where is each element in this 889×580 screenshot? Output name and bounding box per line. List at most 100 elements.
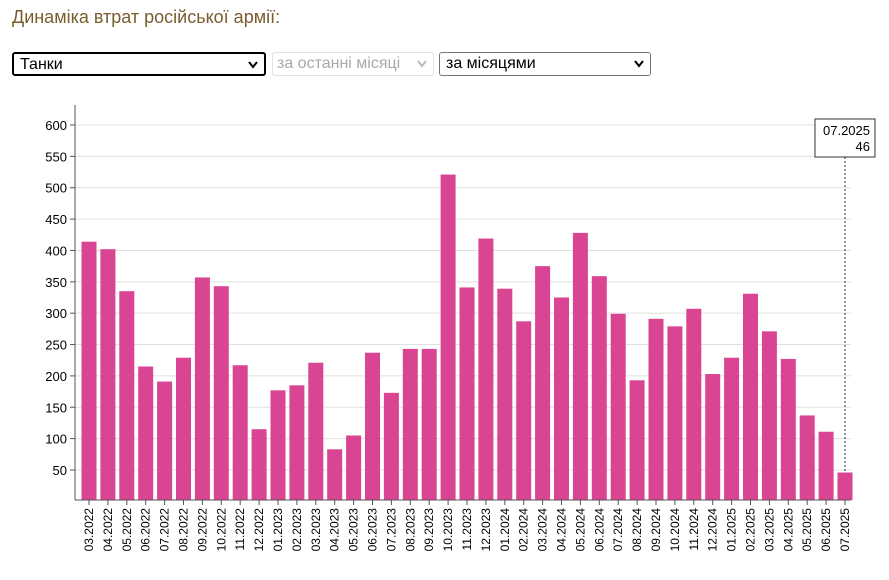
x-tick-label: 09.2023	[422, 508, 436, 552]
x-tick-label: 02.2024	[517, 508, 531, 552]
bar-02.2023	[289, 385, 305, 500]
chevron-down-icon	[417, 60, 427, 68]
bar-06.2022	[138, 366, 154, 500]
bar-03.2024	[535, 266, 551, 500]
x-tick-label: 06.2022	[139, 508, 153, 552]
x-tick-label: 12.2022	[252, 508, 266, 552]
chevron-down-icon	[248, 61, 258, 69]
bar-02.2025	[743, 293, 758, 500]
chevron-down-icon	[634, 60, 644, 68]
bar-11.2022	[232, 365, 248, 500]
x-tick-label: 08.2024	[630, 508, 644, 552]
bar-04.2024	[554, 297, 569, 500]
bar-09.2023	[421, 348, 437, 500]
bar-04.2022	[100, 249, 116, 500]
x-tick-label: 03.2023	[309, 508, 323, 552]
x-tick-label: 10.2023	[441, 508, 455, 552]
bar-12.2024	[705, 374, 721, 500]
x-tick-label: 02.2025	[744, 508, 758, 552]
y-tick-label: 350	[45, 275, 67, 290]
x-tick-label: 11.2022	[233, 508, 247, 551]
bar-10.2023	[440, 174, 456, 500]
bar-12.2023	[478, 238, 494, 500]
page-title: Динаміка втрат російської армії:	[12, 7, 281, 27]
x-tick-label: 08.2022	[177, 508, 191, 552]
y-tick-label: 400	[45, 243, 67, 258]
bar-01.2025	[724, 357, 740, 500]
y-tick-label: 200	[45, 369, 67, 384]
y-tick-label: 300	[45, 306, 67, 321]
bar-03.2022	[81, 241, 97, 500]
y-tick-label: 600	[45, 118, 67, 133]
x-tick-label: 07.2023	[384, 508, 398, 552]
x-tick-label: 11.2023	[460, 508, 474, 551]
equipment-type-value: Танки	[20, 56, 63, 73]
x-tick-label: 04.2025	[781, 508, 795, 552]
bar-01.2024	[497, 288, 513, 500]
bar-06.2023	[365, 352, 380, 500]
x-tick-label: 04.2023	[328, 508, 342, 552]
x-tick-label: 11.2024	[687, 508, 701, 551]
x-tick-label: 04.2024	[555, 508, 569, 552]
x-tick-label: 03.2025	[762, 508, 776, 552]
period-select: за останні місяці	[272, 52, 434, 76]
grouping-value: за місяцями	[446, 55, 536, 72]
y-tick-label: 500	[45, 181, 67, 196]
bar-05.2025	[799, 415, 815, 500]
y-axis: 50 100 150 200 250 300 350 400 450 500 550 600	[45, 105, 76, 500]
bar-07.2023	[383, 392, 399, 500]
x-tick-label: 07.2024	[611, 508, 625, 552]
bar-08.2023	[402, 348, 418, 500]
bar-09.2024	[648, 318, 664, 500]
bar-03.2023	[308, 362, 324, 500]
x-tick-label: 09.2024	[649, 508, 663, 552]
tooltip-value: 46	[856, 139, 870, 154]
y-tick-label: 100	[45, 432, 67, 447]
bar-04.2023	[327, 449, 343, 500]
bar-06.2024	[591, 276, 607, 500]
x-tick-label: 06.2023	[366, 508, 380, 552]
period-value: за останні місяці	[277, 55, 401, 72]
bar-07.2022	[157, 381, 173, 500]
y-tick-label: 50	[53, 463, 67, 478]
y-tick-label: 250	[45, 338, 67, 353]
y-tick-label: 150	[45, 400, 67, 415]
x-tick-label: 10.2024	[668, 508, 682, 552]
bar-05.2023	[346, 435, 362, 500]
x-tick-label: 05.2022	[120, 508, 134, 552]
bar-11.2024	[686, 308, 702, 500]
bar-01.2023	[270, 390, 286, 500]
bar-04.2025	[780, 358, 796, 500]
x-tick-label: 01.2025	[725, 508, 739, 552]
bar-12.2022	[251, 429, 267, 500]
bar-10.2024	[667, 326, 683, 500]
x-tick-label: 07.2025	[838, 508, 852, 552]
grouping-select[interactable]: за місяцями	[439, 52, 651, 76]
bar-05.2024	[572, 232, 588, 500]
x-tick-label: 01.2023	[271, 508, 285, 552]
x-tick-label: 06.2024	[592, 508, 606, 552]
x-tick-label: 12.2023	[479, 508, 493, 552]
x-tick-label: 01.2024	[498, 508, 512, 552]
bar-05.2022	[119, 291, 135, 500]
x-tick-label: 06.2025	[819, 508, 833, 552]
equipment-type-select[interactable]: Танки	[12, 52, 266, 76]
x-tick-label: 02.2023	[290, 508, 304, 552]
x-tick-label: 05.2023	[347, 508, 361, 552]
bar-06.2025	[818, 431, 834, 500]
y-tick-label: 550	[45, 149, 67, 164]
x-tick-label: 10.2022	[214, 508, 228, 552]
bar-02.2024	[516, 321, 532, 500]
x-tick-label: 12.2024	[706, 508, 720, 552]
x-tick-label: 08.2023	[403, 508, 417, 552]
y-tick-label: 450	[45, 212, 67, 227]
tooltip-box	[814, 118, 876, 158]
tooltip-label: 07.2025	[823, 123, 870, 138]
bar-10.2022	[213, 286, 229, 500]
x-tick-label: 05.2025	[800, 508, 814, 552]
x-tick-label: 05.2024	[573, 508, 587, 552]
x-tick-label: 07.2022	[158, 508, 172, 552]
bar-08.2024	[629, 380, 645, 500]
